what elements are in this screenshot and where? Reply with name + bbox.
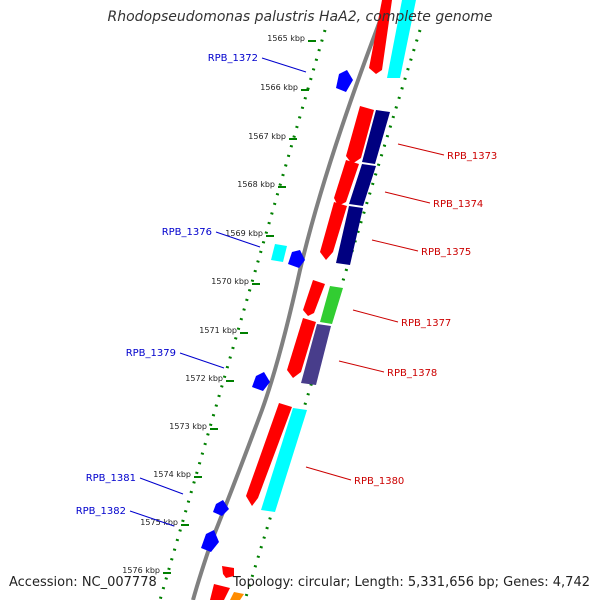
kbp-tick-label: 1571 kbp xyxy=(199,326,237,335)
gene-label-leader xyxy=(338,360,385,373)
kbp-tick-label: 1576 kbp xyxy=(122,566,160,575)
gene-block-rpb1376-cyan[interactable] xyxy=(271,244,287,262)
gene-block-red-bottom[interactable] xyxy=(210,584,230,600)
left-dotted-track xyxy=(158,29,327,600)
gene-block-rpb1373[interactable] xyxy=(346,106,374,164)
gene-labels[interactable]: RPB_1372 RPB_1373 RPB_1374 RPB_1375 RPB_1376… xyxy=(76,53,498,527)
gene-label[interactable]: RPB_1375 xyxy=(421,247,471,258)
gene-label-leader xyxy=(129,510,175,527)
kbp-ticks: 1565 kbp 1566 kbp 1567 kbp 1568 kbp 1569 kbp… xyxy=(122,34,316,575)
gene-block-rpb1374[interactable] xyxy=(334,160,359,206)
kbp-tick-label: 1568 kbp xyxy=(237,180,275,189)
kbp-tick-label: 1574 kbp xyxy=(153,470,191,479)
gene-block-rpb1377[interactable] xyxy=(303,280,325,316)
kbp-tick-label: 1569 kbp xyxy=(225,229,263,238)
gene-block-red-top[interactable] xyxy=(369,0,392,74)
gene-block-rpb1372[interactable] xyxy=(336,70,353,92)
gene-label[interactable]: RPB_1377 xyxy=(401,318,451,329)
gene-block-rpb1376-blue[interactable] xyxy=(288,250,305,268)
kbp-tick-label: 1570 kbp xyxy=(211,277,249,286)
gene-label-leader xyxy=(261,57,307,73)
gene-block-navy-1373[interactable] xyxy=(362,110,390,164)
kbp-tick-label: 1567 kbp xyxy=(248,132,286,141)
gene-block-purple-1378[interactable] xyxy=(301,324,331,385)
kbp-tick-label: 1572 kbp xyxy=(185,374,223,383)
accession-text: Accession: NC_007778 xyxy=(9,575,157,590)
gene-block-green-1377[interactable] xyxy=(320,286,343,324)
gene-block-rpb1381[interactable] xyxy=(213,500,229,516)
genome-title: Rhodopseudomonas palustris HaA2, complet… xyxy=(107,9,493,25)
kbp-tick-label: 1573 kbp xyxy=(169,422,207,431)
small-gene-blocks[interactable] xyxy=(201,70,353,552)
gene-label[interactable]: RPB_1381 xyxy=(86,473,136,484)
gene-block-rpb1378[interactable] xyxy=(287,318,316,378)
gene-label[interactable]: RPB_1379 xyxy=(126,348,176,359)
gene-label-leader xyxy=(215,231,261,248)
other-cds-blocks[interactable] xyxy=(230,0,416,600)
gene-block-cyan-1380[interactable] xyxy=(261,408,307,512)
gene-block-rpb1379[interactable] xyxy=(252,372,270,391)
gene-block-rpb1382[interactable] xyxy=(201,530,219,552)
gene-label[interactable]: RPB_1373 xyxy=(447,151,497,162)
gene-label-leader xyxy=(139,477,184,495)
kbp-tick-label: 1565 kbp xyxy=(267,34,305,43)
gene-label[interactable]: RPB_1372 xyxy=(208,53,258,64)
genome-summary-text: Topology: circular; Length: 5,331,656 bp… xyxy=(232,575,590,590)
gene-label-leader xyxy=(384,191,431,204)
gene-label-leader xyxy=(352,309,399,323)
gene-label-leader xyxy=(179,352,225,369)
gene-label[interactable]: RPB_1382 xyxy=(76,506,126,517)
gene-block-orange[interactable] xyxy=(230,592,244,600)
gene-label[interactable]: RPB_1374 xyxy=(433,199,483,210)
gene-label-leader xyxy=(371,239,419,252)
gene-block-rpb1375[interactable] xyxy=(320,202,347,260)
gene-label[interactable]: RPB_1378 xyxy=(387,368,437,379)
gene-block-cyan-top[interactable] xyxy=(387,0,416,78)
gene-block-rpb1380[interactable] xyxy=(246,403,292,506)
gene-block-navy-1374[interactable] xyxy=(349,164,376,206)
gene-label-leader xyxy=(397,143,445,156)
gene-label[interactable]: RPB_1380 xyxy=(354,476,404,487)
kbp-tick-label: 1575 kbp xyxy=(140,518,178,527)
gene-block-navy-1375[interactable] xyxy=(336,206,363,265)
gene-label-leader xyxy=(305,466,352,481)
gene-block-red-low[interactable] xyxy=(222,566,234,578)
cds-blocks[interactable] xyxy=(210,0,392,600)
kbp-tick-label: 1566 kbp xyxy=(260,83,298,92)
gene-label[interactable]: RPB_1376 xyxy=(162,227,212,238)
